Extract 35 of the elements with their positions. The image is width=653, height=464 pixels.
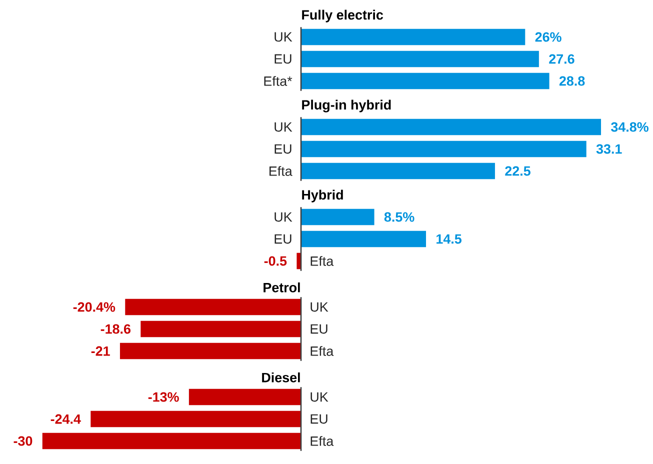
y-tick-label: Efta* bbox=[264, 76, 292, 86]
y-tick-label: Efta bbox=[310, 256, 334, 266]
y-tick-label: Efta bbox=[270, 166, 292, 176]
data-label: 14.5 bbox=[436, 234, 462, 244]
y-tick-label: EU bbox=[310, 324, 328, 334]
y-tick-label: UK bbox=[274, 122, 292, 132]
y-tick-label: UK bbox=[274, 32, 292, 42]
y-tick-label: Efta bbox=[310, 346, 334, 356]
data-label: -0.5 bbox=[264, 256, 287, 266]
y-tick-label: EU bbox=[274, 54, 292, 64]
data-label: -18.6 bbox=[100, 324, 130, 334]
data-label: -30 bbox=[14, 436, 32, 446]
data-label: 28.8 bbox=[559, 76, 585, 86]
y-tick-label: EU bbox=[310, 414, 328, 424]
chart-title: Fully electric bbox=[302, 10, 384, 22]
data-label: -21 bbox=[91, 346, 110, 356]
y-tick-label: EU bbox=[274, 144, 292, 154]
y-tick-label: Efta bbox=[310, 436, 334, 446]
data-label: 22.5 bbox=[505, 166, 530, 176]
chart-title: Hybrid bbox=[302, 190, 343, 202]
data-label: -24.4 bbox=[50, 414, 81, 424]
data-label: 27.6 bbox=[549, 54, 574, 64]
y-tick-label: UK bbox=[310, 392, 328, 402]
data-label: -13% bbox=[148, 392, 179, 402]
chart-title: Diesel bbox=[262, 372, 300, 382]
chart-title: Plug-in hybrid bbox=[302, 100, 391, 112]
y-tick-label: UK bbox=[310, 302, 328, 312]
data-label: 26% bbox=[535, 32, 562, 42]
y-tick-label: EU bbox=[274, 234, 292, 244]
data-label: 34.8% bbox=[611, 122, 648, 132]
data-label: 8.5% bbox=[384, 212, 414, 222]
data-label: 33.1 bbox=[596, 144, 622, 154]
data-label: -20.4% bbox=[73, 302, 116, 312]
y-tick-label: UK bbox=[274, 212, 292, 222]
chart-title: Petrol bbox=[264, 282, 300, 292]
